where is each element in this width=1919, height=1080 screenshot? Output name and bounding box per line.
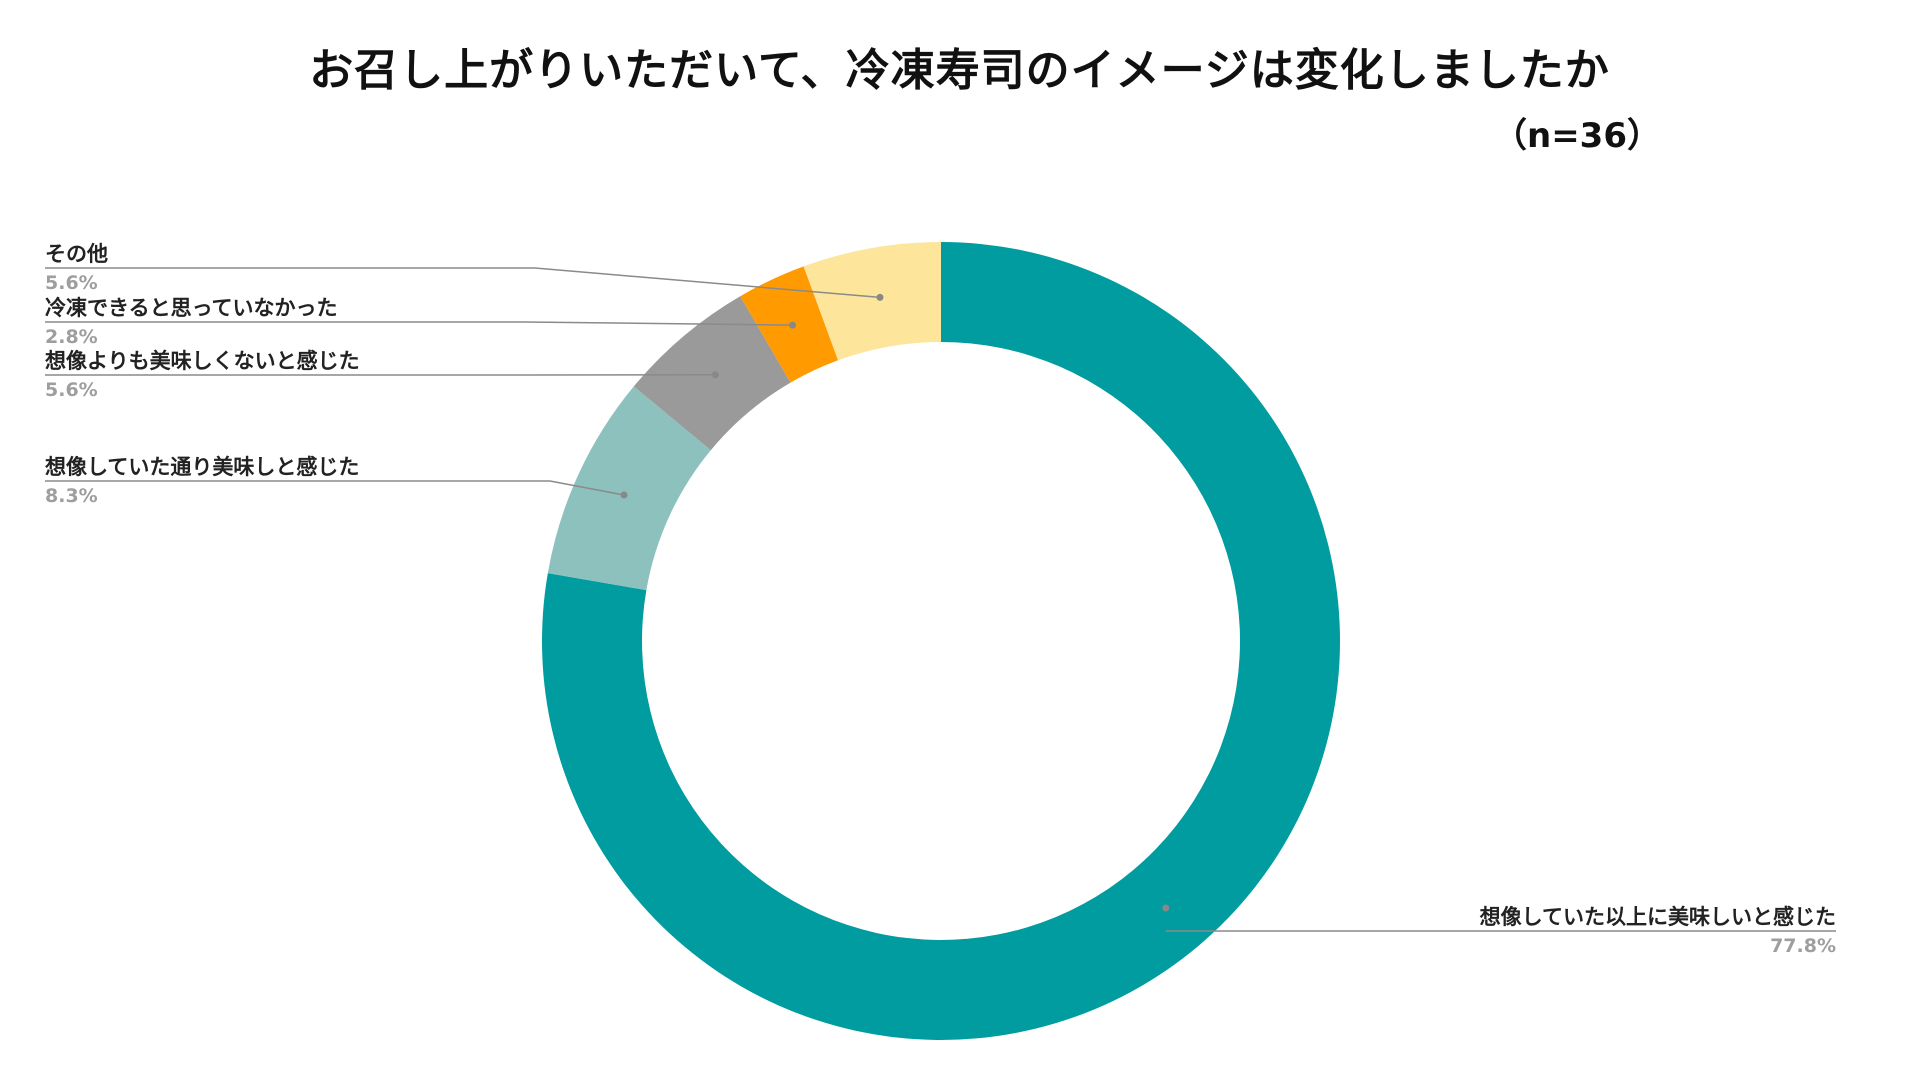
- slice-label-4: その他: [45, 242, 108, 266]
- slices-group: [541, 242, 1341, 1040]
- leader-line-4: [45, 267, 881, 299]
- slice-label-3: 冷凍できると思っていなかった: [45, 296, 338, 320]
- chart-subtitle: （n=36）: [1492, 116, 1661, 156]
- leader-line-3: [45, 321, 793, 326]
- donut-slice-1: [547, 386, 711, 591]
- slice-value-label-3: 2.8%: [45, 326, 98, 348]
- slice-label-1: 想像していた通り美味しと感じた: [45, 455, 359, 479]
- slice-value-label-2: 5.6%: [45, 379, 98, 401]
- chart-title: お召し上がりいただいて、冷凍寿司のイメージは変化しましたか: [309, 45, 1610, 96]
- slice-value-label-1: 8.3%: [45, 485, 98, 507]
- leader-dot-0: [1162, 904, 1170, 912]
- donut-slice-4: [803, 242, 941, 361]
- donut-slice-2: [633, 296, 791, 451]
- leader-line-1: [45, 480, 625, 496]
- slice-value-label-4: 5.6%: [45, 272, 98, 294]
- slice-label-2: 想像よりも美味しくないと感じた: [45, 349, 360, 373]
- slice-value-label-0: 77.8%: [1770, 935, 1836, 957]
- labels-group: 想像していた以上に美味しいと感じた 77.8% 想像していた通り美味しと感じた 8.3…: [45, 242, 1836, 957]
- slice-label-0: 想像していた以上に美味しいと感じた: [1480, 905, 1836, 929]
- leader-lines-group: [45, 267, 1836, 932]
